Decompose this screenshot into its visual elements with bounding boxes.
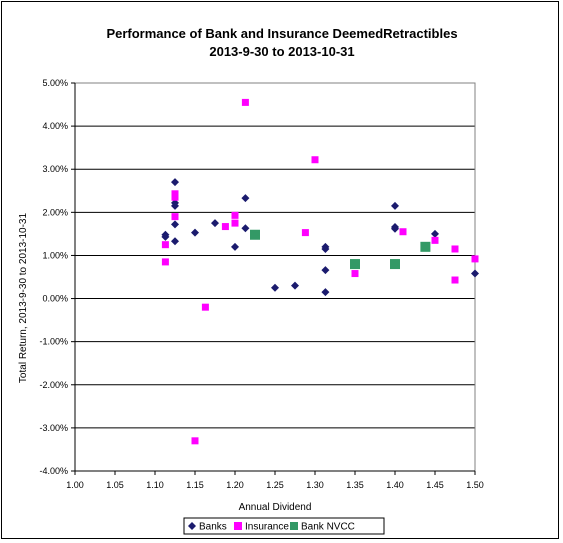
- x-tick-label: 1.35: [346, 480, 364, 490]
- insurance-point: [451, 276, 459, 284]
- banks-point: [171, 220, 179, 229]
- x-tick-label: 1.00: [66, 480, 84, 490]
- banks-point: [391, 224, 399, 233]
- banks-point: [171, 178, 179, 187]
- y-tick-label: -4.00%: [39, 466, 68, 476]
- x-tick-label: 1.30: [306, 480, 324, 490]
- insurance-point: [451, 245, 459, 253]
- banks-point: [471, 269, 479, 278]
- insurance-point: [231, 211, 239, 219]
- y-tick-label: 1.00%: [42, 250, 68, 260]
- insurance-point: [201, 303, 209, 311]
- bank-nvcc-point: [420, 241, 431, 252]
- legend: Banks Insurance Bank NVCC: [183, 517, 385, 535]
- legend-label-bank-nvcc: Bank NVCC: [301, 522, 355, 533]
- bank-nvcc-point: [250, 229, 260, 240]
- gridlines: [75, 82, 475, 472]
- bank-nvcc-point: [390, 259, 400, 270]
- x-tick-label: 1.50: [466, 480, 484, 490]
- banks-point: [321, 288, 330, 297]
- banks-point: [321, 266, 330, 275]
- insurance-point: [431, 236, 439, 244]
- x-axis-label: Annual Dividend: [239, 502, 312, 513]
- insurance-point: [471, 255, 479, 263]
- y-tick-label: -2.00%: [39, 380, 68, 390]
- banks-point: [161, 232, 170, 241]
- plot-area: [74, 82, 476, 472]
- data-points: [161, 98, 479, 445]
- y-tick-label: 4.00%: [42, 121, 68, 131]
- banks-point: [391, 201, 399, 210]
- insurance-point: [351, 270, 359, 278]
- banks-point: [241, 194, 250, 203]
- chart-title: Performance of Bank and Insurance Deemed…: [106, 26, 457, 41]
- y-tick-label: 2.00%: [42, 207, 68, 217]
- banks-point: [431, 229, 439, 238]
- legend-label-banks: Banks: [199, 522, 227, 533]
- insurance-point: [231, 219, 239, 227]
- x-axis-ticks: 1.00 1.05 1.10 1.15 1.20 1.25 1.30 1.35 1.40 1.45…: [66, 83, 484, 490]
- y-axis-ticks: -4.00% -3.00% -2.00% -1.00% 0.00% 1.00% 2.00% 3…: [39, 78, 75, 476]
- x-tick-label: 1.20: [226, 480, 244, 490]
- insurance-point: [161, 258, 169, 266]
- insurance-point: [301, 229, 309, 237]
- y-axis-label: Total Return, 2013-9-30 to 2013-10-31: [18, 213, 29, 384]
- legend-marker-banks: [188, 522, 196, 530]
- insurance-point: [171, 213, 179, 221]
- insurance-point: [161, 241, 169, 249]
- bank-nvcc-point: [350, 259, 360, 270]
- insurance-point: [311, 156, 319, 164]
- x-tick-label: 1.10: [146, 480, 164, 490]
- chart-subtitle: 2013-9-30 to 2013-10-31: [209, 44, 354, 59]
- x-tick-label: 1.40: [386, 480, 404, 490]
- legend-marker-bank-nvcc: [290, 522, 298, 530]
- y-tick-label: -3.00%: [39, 423, 68, 433]
- banks-point: [191, 228, 199, 237]
- y-tick-label: 3.00%: [42, 164, 68, 174]
- banks-point: [241, 224, 250, 233]
- y-tick-label: 5.00%: [42, 78, 68, 88]
- x-tick-label: 1.05: [106, 480, 124, 490]
- legend-label-insurance: Insurance: [245, 522, 289, 533]
- insurance-point: [191, 437, 199, 445]
- insurance-point: [221, 223, 229, 231]
- banks-point: [271, 283, 279, 292]
- insurance-point: [171, 193, 179, 201]
- x-tick-label: 1.15: [186, 480, 204, 490]
- insurance-point: [241, 98, 249, 106]
- banks-point: [291, 281, 299, 290]
- banks-point: [171, 201, 179, 210]
- banks-point: [171, 237, 179, 246]
- banks-point: [231, 242, 239, 251]
- banks-point: [321, 244, 330, 253]
- y-tick-label: 0.00%: [42, 294, 68, 304]
- banks-point: [211, 219, 219, 228]
- legend-marker-insurance: [234, 522, 242, 530]
- x-tick-label: 1.45: [426, 480, 444, 490]
- insurance-point: [399, 228, 407, 236]
- y-tick-label: -1.00%: [39, 337, 68, 347]
- x-tick-label: 1.25: [266, 480, 284, 490]
